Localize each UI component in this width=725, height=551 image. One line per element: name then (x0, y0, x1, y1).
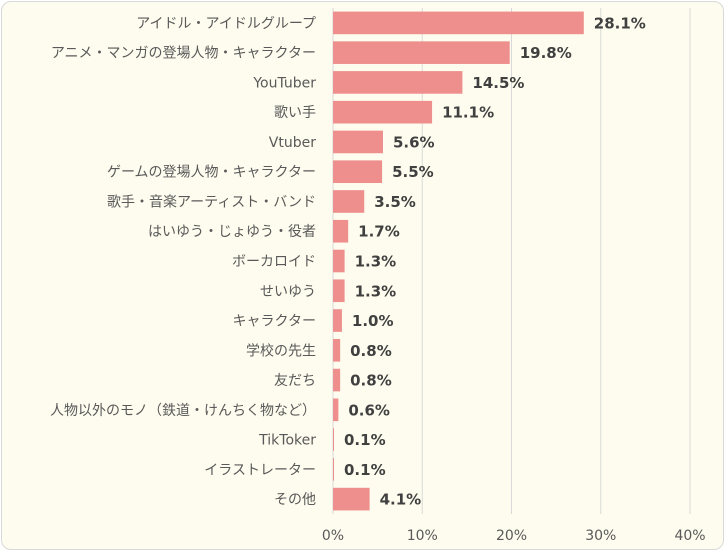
x-tick-label: 0% (322, 528, 344, 544)
value-label: 5.6% (393, 133, 435, 151)
category-label: その他 (274, 492, 316, 508)
bar (333, 458, 334, 481)
value-label: 5.5% (392, 163, 434, 181)
value-label: 1.3% (355, 253, 397, 271)
category-label: 歌手・音楽アーティスト・バンド (107, 193, 316, 210)
bar (333, 100, 433, 124)
value-label: 0.6% (348, 401, 390, 419)
category-label: アイドル・アイドルグループ (136, 16, 316, 32)
category-label: はいゆう・じょゆう・役者 (148, 224, 316, 240)
value-label: 11.1% (442, 104, 494, 122)
bar (333, 309, 342, 332)
bar (333, 11, 584, 35)
bar (333, 368, 341, 392)
x-tick-label: 40% (674, 528, 705, 544)
bar (333, 428, 334, 451)
bar (333, 41, 510, 64)
category-label: ボーカロイド (232, 254, 316, 270)
x-tick-label: 30% (585, 528, 616, 544)
bar (333, 249, 345, 273)
value-label: 0.8% (350, 342, 392, 360)
bar (333, 398, 339, 422)
category-label: TikToker (258, 433, 316, 449)
value-label: 0.8% (350, 372, 392, 390)
value-label: 0.1% (344, 461, 386, 479)
category-label: Vtuber (269, 135, 316, 151)
value-label: 14.5% (472, 74, 524, 92)
category-label: 歌い手 (274, 105, 316, 121)
bar (333, 160, 383, 184)
category-label: イラストレーター (204, 462, 316, 478)
category-label: ゲームの登場人物・キャラクター (107, 165, 316, 181)
value-label: 1.0% (352, 312, 394, 330)
category-label: 友だち (274, 373, 316, 389)
bar (333, 279, 345, 303)
x-tick-label: 20% (496, 528, 527, 544)
value-label: 19.8% (520, 44, 572, 62)
value-label: 1.3% (355, 282, 397, 300)
bar (333, 338, 341, 362)
category-label: YouTuber (252, 75, 316, 91)
bar (333, 487, 370, 511)
value-label: 4.1% (380, 491, 422, 509)
bar (333, 71, 463, 94)
category-label: アニメ・マンガの登場人物・キャラクター (51, 46, 316, 62)
category-label: 学校の先生 (246, 342, 316, 359)
value-label: 28.1% (594, 14, 646, 32)
category-label: せいゆう (260, 284, 316, 300)
category-label: キャラクター (233, 314, 316, 330)
x-tick-label: 10% (407, 528, 438, 544)
value-label: 1.7% (358, 223, 400, 241)
bar (333, 219, 349, 243)
value-label: 0.1% (344, 431, 386, 449)
bar (333, 130, 383, 154)
bar (333, 190, 365, 213)
category-label: 人物以外のモノ（鉄道・けんちく物など） (50, 403, 316, 419)
value-label: 3.5% (374, 193, 416, 211)
